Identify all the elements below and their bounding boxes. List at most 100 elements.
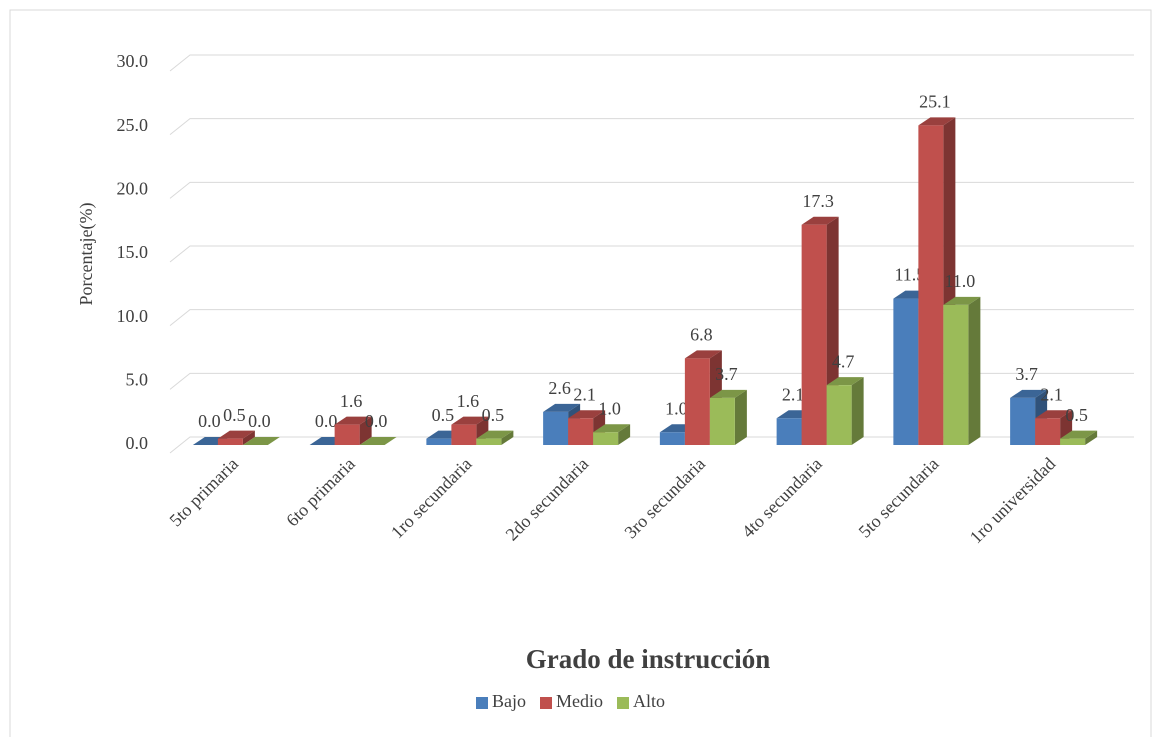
bar-front: [568, 418, 594, 445]
bar: [217, 430, 255, 445]
bar-top: [1060, 430, 1098, 439]
value-label: 3.7: [715, 364, 738, 384]
legend-label: Bajo: [492, 691, 526, 711]
y-tick-label: 0.0: [126, 433, 149, 453]
value-label: 2.1: [1040, 384, 1063, 404]
bar: [826, 377, 864, 445]
x-axis-title: Grado de instrucción: [526, 644, 771, 674]
bar-top: [334, 416, 372, 425]
bar-side: [851, 377, 864, 445]
bar-side: [242, 430, 255, 445]
bar: [359, 437, 397, 446]
bar-top: [543, 403, 581, 412]
value-label: 25.1: [919, 92, 951, 112]
grid-line: [169, 118, 1134, 136]
value-label: 1.6: [457, 391, 480, 411]
value-label: 11.5: [894, 265, 925, 285]
value-label: 0.0: [248, 411, 271, 431]
bar-top: [709, 389, 747, 398]
grid-line: [169, 181, 1134, 199]
bar-front: [943, 304, 969, 445]
bar-front: [1010, 397, 1036, 445]
bar-top: [918, 117, 956, 126]
y-tick-label: 10.0: [117, 306, 149, 326]
bar-top: [1035, 410, 1073, 419]
y-tick-label: 15.0: [117, 242, 149, 262]
y-tick-label: 30.0: [117, 51, 149, 71]
grid-line: [169, 309, 1134, 327]
x-tick-label: 1ro universidad: [966, 454, 1060, 548]
bar: [334, 416, 372, 445]
value-label: 11.0: [944, 271, 975, 291]
bar-front: [918, 125, 944, 445]
bar-top: [1010, 389, 1048, 398]
value-label: 17.3: [802, 191, 834, 211]
value-label: 1.0: [665, 398, 688, 418]
x-tick-label: 4to secundaria: [738, 454, 826, 542]
value-label: 0.5: [482, 405, 505, 425]
value-label: 0.5: [223, 405, 246, 425]
legend-label: Medio: [556, 691, 603, 711]
bar-side: [359, 416, 372, 445]
bar-side: [618, 424, 631, 445]
value-label: 0.0: [198, 411, 221, 431]
bar-top: [451, 416, 489, 425]
value-label: 1.6: [340, 391, 363, 411]
legend-swatch: [540, 697, 552, 709]
bar-front: [684, 358, 710, 445]
y-tick-label: 5.0: [126, 369, 149, 389]
bar-top: [593, 424, 631, 433]
bar: [593, 424, 631, 445]
value-label: 3.7: [1015, 364, 1038, 384]
bar-front: [543, 411, 569, 445]
bar: [943, 296, 981, 445]
bar-top: [242, 437, 280, 445]
x-tick-label: 1ro secundaria: [387, 454, 476, 543]
bar: [1035, 410, 1073, 445]
bar-top: [684, 350, 722, 359]
value-label: 2.6: [548, 378, 571, 398]
bar-side: [1085, 430, 1098, 445]
bar-top: [476, 430, 514, 439]
value-label: 0.5: [432, 405, 455, 425]
bar: [1060, 430, 1098, 445]
bar-front: [476, 438, 502, 445]
grid-line: [169, 245, 1134, 263]
x-tick-label: 3ro secundaria: [620, 454, 709, 543]
bar-top: [826, 377, 864, 386]
x-tick-label: 2do secundaria: [502, 454, 593, 545]
x-tick-label: 5to primaria: [165, 454, 242, 531]
value-label: 1.0: [598, 398, 621, 418]
x-tick-label: 5to secundaria: [855, 454, 943, 542]
bar-front: [709, 397, 735, 445]
bar-top: [801, 216, 839, 225]
chart-border: [9, 9, 1152, 737]
bar-top: [217, 430, 255, 439]
value-label: 0.0: [365, 411, 388, 431]
value-label: 0.0: [315, 411, 338, 431]
value-label: 0.5: [1065, 405, 1088, 425]
bar-front: [1035, 418, 1061, 445]
bar-front: [776, 418, 802, 445]
bar-front: [826, 385, 852, 445]
y-tick-label: 20.0: [117, 178, 149, 198]
bar-front: [451, 424, 477, 445]
bar-front: [893, 298, 919, 445]
bar-front: [426, 438, 452, 445]
bar-front: [659, 432, 685, 445]
y-axis-label: Porcentaje(%): [76, 203, 97, 306]
value-label: 2.1: [573, 384, 596, 404]
bar: [242, 437, 280, 446]
value-label: 4.7: [832, 351, 855, 371]
bar-top: [943, 296, 981, 305]
bar: [451, 416, 489, 445]
bar: [476, 430, 514, 445]
legend-swatch: [476, 697, 488, 709]
bar-front: [801, 224, 827, 445]
legend-swatch: [617, 697, 629, 709]
bar-top: [359, 437, 397, 445]
bar-side: [734, 389, 747, 445]
y-tick-label: 25.0: [117, 115, 149, 135]
grid-line: [169, 54, 1134, 72]
